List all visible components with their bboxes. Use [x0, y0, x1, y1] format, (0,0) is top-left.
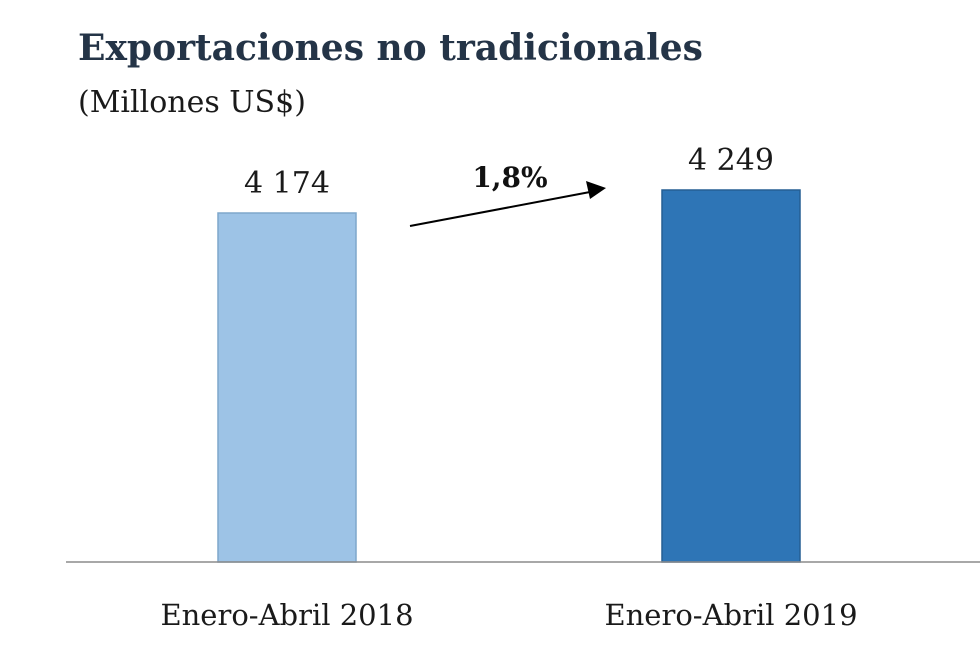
growth-arrow	[409, 191, 591, 227]
chart-title: Exportaciones no tradicionales	[78, 27, 703, 69]
value-label-2: 4 249	[688, 143, 774, 178]
value-label-1: 4 174	[244, 166, 330, 201]
bar-2	[661, 189, 801, 563]
category-label-2: Enero-Abril 2019	[604, 598, 857, 632]
growth-arrow-head	[586, 181, 606, 199]
chart-subtitle: (Millones US$)	[78, 85, 306, 120]
category-label-1: Enero-Abril 2018	[160, 598, 413, 632]
bar-1	[217, 212, 357, 563]
bars-group: 4 174 Enero-Abril 2018 4 249 Enero-Abril 20…	[160, 143, 857, 632]
growth-annotation: 1,8%	[409, 161, 606, 227]
growth-label: 1,8%	[472, 161, 547, 194]
